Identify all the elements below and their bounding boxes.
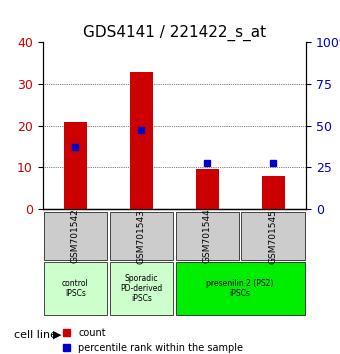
FancyBboxPatch shape	[175, 262, 305, 315]
FancyBboxPatch shape	[241, 212, 305, 260]
Bar	[195, 170, 219, 209]
Text: ▶: ▶	[53, 330, 61, 339]
Title: GDS4141 / 221422_s_at: GDS4141 / 221422_s_at	[83, 25, 266, 41]
Text: GSM701543: GSM701543	[137, 209, 146, 263]
Text: GSM701542: GSM701542	[71, 209, 80, 263]
Bar	[261, 176, 285, 209]
FancyBboxPatch shape	[44, 212, 107, 260]
Text: GSM701544: GSM701544	[203, 209, 212, 263]
FancyBboxPatch shape	[110, 212, 173, 260]
FancyBboxPatch shape	[44, 262, 107, 315]
Text: presenilin 2 (PS2)
iPSCs: presenilin 2 (PS2) iPSCs	[206, 279, 274, 298]
Bar	[130, 72, 153, 209]
Legend: count, percentile rank within the sample: count, percentile rank within the sample	[63, 328, 243, 353]
Text: control
IPSCs: control IPSCs	[62, 279, 89, 298]
Bar	[64, 122, 87, 209]
FancyBboxPatch shape	[110, 262, 173, 315]
FancyBboxPatch shape	[175, 212, 239, 260]
Text: Sporadic
PD-derived
iPSCs: Sporadic PD-derived iPSCs	[120, 274, 163, 303]
Text: cell line: cell line	[14, 330, 56, 339]
Text: GSM701545: GSM701545	[269, 209, 277, 263]
